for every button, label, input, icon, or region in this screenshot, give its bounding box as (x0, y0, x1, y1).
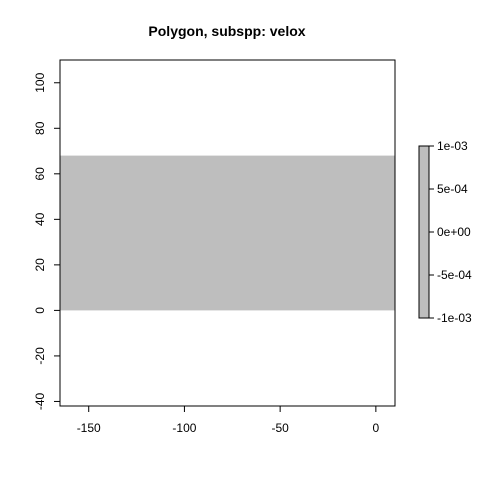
y-tick-label: -40 (33, 392, 47, 410)
chart-title: Polygon, subspp: velox (148, 23, 305, 39)
y-tick-label: 60 (33, 167, 47, 181)
y-tick-label: 100 (33, 72, 47, 92)
y-tick-label: 0 (33, 307, 47, 314)
raster-cell-0 (60, 155, 395, 311)
x-tick-label: -150 (77, 421, 101, 435)
y-tick-label: -20 (33, 347, 47, 365)
x-tick-label: -50 (271, 421, 289, 435)
legend-tick-label: -1e-03 (437, 311, 472, 325)
legend-tick-label: -5e-04 (437, 268, 472, 282)
legend-tick-label: 1e-03 (437, 139, 468, 153)
x-axis: -150 -100 -50 0 (77, 405, 380, 435)
x-tick-label: 0 (373, 421, 380, 435)
y-tick-label: 80 (33, 121, 47, 135)
legend-color-bar (418, 145, 430, 319)
y-tick-label: 40 (33, 212, 47, 226)
plot-data-layer (60, 155, 395, 311)
y-tick-label: 20 (33, 258, 47, 272)
color-legend: 1e-03 5e-04 0e+00 -5e-04 -1e-03 (418, 139, 472, 325)
x-tick-label: -100 (172, 421, 196, 435)
y-axis: -40 -20 0 20 40 60 80 100 (33, 72, 61, 410)
legend-tick-label: 0e+00 (437, 225, 471, 239)
legend-tick-label: 5e-04 (437, 182, 468, 196)
